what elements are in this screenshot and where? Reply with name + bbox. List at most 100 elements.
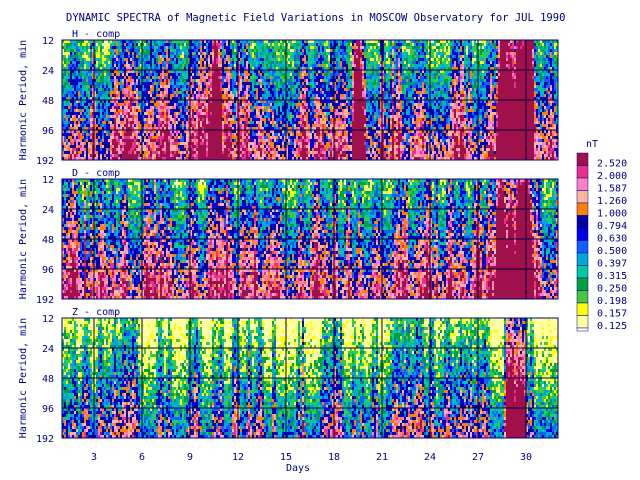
heatmap-cell	[162, 61, 164, 64]
heatmap-cell	[228, 133, 230, 136]
heatmap-cell	[76, 145, 78, 148]
heatmap-cell	[282, 118, 284, 121]
heatmap-cell	[246, 58, 248, 61]
heatmap-cell	[176, 151, 178, 154]
heatmap-cell	[126, 88, 128, 91]
heatmap-cell	[138, 136, 140, 139]
heatmap-cell	[298, 109, 300, 112]
heatmap-cell	[294, 133, 296, 136]
heatmap-cell	[166, 142, 168, 145]
heatmap-cell	[174, 58, 176, 61]
heatmap-cell	[106, 133, 108, 136]
heatmap-cell	[202, 79, 204, 82]
heatmap-cell	[164, 148, 166, 151]
heatmap-cell	[80, 109, 82, 112]
heatmap-cell	[274, 136, 276, 139]
heatmap-cell	[88, 112, 90, 115]
heatmap-cell	[134, 79, 136, 82]
heatmap-cell	[134, 112, 136, 115]
heatmap-cell	[178, 46, 180, 49]
heatmap-cell	[280, 136, 282, 139]
heatmap-cell	[106, 118, 108, 121]
heatmap-cell	[110, 148, 112, 151]
heatmap-cell	[130, 109, 132, 112]
heatmap-cell	[108, 115, 110, 118]
heatmap-cell	[170, 91, 172, 94]
heatmap-cell	[250, 52, 252, 55]
heatmap-cell	[256, 82, 258, 85]
heatmap-cell	[250, 115, 252, 118]
heatmap-cell	[150, 76, 152, 79]
heatmap-cell	[218, 46, 220, 49]
heatmap-cell	[90, 76, 92, 79]
heatmap-cell	[220, 139, 222, 142]
heatmap-cell	[204, 73, 206, 76]
heatmap-cell	[96, 145, 98, 148]
heatmap-cell	[202, 73, 204, 76]
heatmap-cell	[110, 151, 112, 154]
heatmap-cell	[222, 43, 224, 46]
heatmap-cell	[214, 79, 216, 82]
heatmap-cell	[74, 79, 76, 82]
heatmap-cell	[300, 73, 302, 76]
heatmap-cell	[222, 88, 224, 91]
heatmap-cell	[124, 109, 126, 112]
heatmap-cell	[90, 85, 92, 88]
heatmap-cell	[300, 55, 302, 58]
heatmap-cell	[166, 154, 168, 157]
heatmap-cell	[176, 73, 178, 76]
heatmap-cell	[268, 151, 270, 154]
heatmap-cell	[100, 145, 102, 148]
heatmap-cell	[204, 49, 206, 52]
heatmap-cell	[264, 73, 266, 76]
heatmap-cell	[74, 109, 76, 112]
heatmap-cell	[256, 145, 258, 148]
heatmap-cell	[202, 121, 204, 124]
heatmap-cell	[122, 76, 124, 79]
heatmap-cell	[212, 124, 214, 127]
heatmap-cell	[130, 115, 132, 118]
heatmap-cell	[216, 118, 218, 121]
heatmap-cell	[76, 133, 78, 136]
heatmap-cell	[294, 103, 296, 106]
heatmap-cell	[292, 73, 294, 76]
heatmap-cell	[260, 64, 262, 67]
heatmap-cell	[168, 103, 170, 106]
heatmap-cell	[150, 46, 152, 49]
heatmap-cell	[152, 58, 154, 61]
heatmap-cell	[124, 82, 126, 85]
heatmap-cell	[240, 46, 242, 49]
heatmap-cell	[204, 112, 206, 115]
heatmap-cell	[224, 79, 226, 82]
heatmap-cell	[202, 82, 204, 85]
heatmap-cell	[138, 148, 140, 151]
heatmap-cell	[196, 64, 198, 67]
heatmap-cell	[292, 58, 294, 61]
heatmap-cell	[234, 73, 236, 76]
heatmap-cell	[210, 124, 212, 127]
heatmap-cell	[208, 61, 210, 64]
heatmap-cell	[126, 112, 128, 115]
heatmap-cell	[192, 109, 194, 112]
heatmap-cell	[200, 55, 202, 58]
heatmap-cell	[106, 55, 108, 58]
heatmap-cell	[120, 109, 122, 112]
heatmap-cell	[254, 64, 256, 67]
heatmap-cell	[76, 52, 78, 55]
heatmap-cell	[194, 106, 196, 109]
heatmap-cell	[304, 115, 306, 118]
heatmap-cell	[300, 76, 302, 79]
heatmap-cell	[120, 64, 122, 67]
heatmap-cell	[254, 82, 256, 85]
heatmap-cell	[232, 124, 234, 127]
heatmap-cell	[134, 82, 136, 85]
heatmap-cell	[210, 118, 212, 121]
heatmap-cell	[166, 61, 168, 64]
heatmap-cell	[244, 52, 246, 55]
heatmap-cell	[168, 79, 170, 82]
heatmap-cell	[200, 118, 202, 121]
heatmap-cell	[150, 118, 152, 121]
heatmap-cell	[108, 85, 110, 88]
heatmap-cell	[138, 85, 140, 88]
heatmap-cell	[182, 58, 184, 61]
